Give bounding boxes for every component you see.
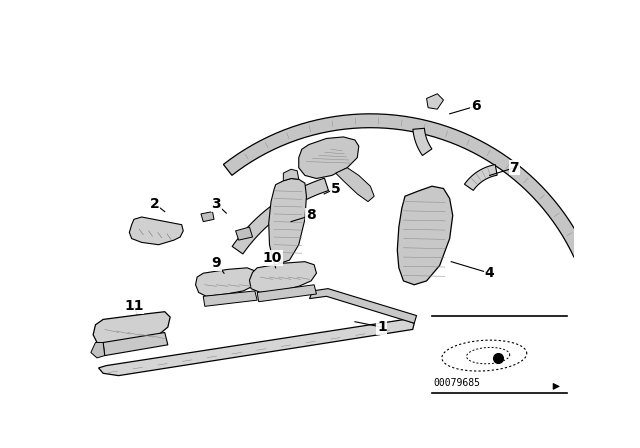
Polygon shape — [310, 289, 417, 323]
Polygon shape — [223, 114, 587, 258]
Polygon shape — [196, 268, 257, 296]
Polygon shape — [257, 285, 316, 302]
Text: 4: 4 — [485, 266, 495, 280]
Polygon shape — [232, 178, 328, 254]
Polygon shape — [427, 94, 444, 109]
Text: 10: 10 — [263, 251, 282, 265]
Polygon shape — [269, 178, 307, 263]
Polygon shape — [299, 137, 359, 178]
Text: 3: 3 — [212, 197, 221, 211]
Text: 5: 5 — [331, 181, 340, 195]
Text: 11: 11 — [124, 299, 144, 313]
Polygon shape — [129, 217, 183, 245]
Text: 00079685: 00079685 — [433, 379, 481, 388]
Text: 7: 7 — [509, 161, 519, 175]
Polygon shape — [103, 332, 168, 356]
Text: 8: 8 — [306, 208, 316, 223]
Polygon shape — [91, 343, 105, 358]
Polygon shape — [236, 227, 253, 240]
Polygon shape — [201, 211, 214, 222]
Polygon shape — [336, 168, 374, 202]
Polygon shape — [250, 262, 316, 293]
Text: 2: 2 — [150, 197, 159, 211]
Polygon shape — [413, 128, 432, 155]
Polygon shape — [465, 164, 497, 190]
Polygon shape — [93, 312, 170, 345]
Text: 1: 1 — [377, 320, 387, 334]
Polygon shape — [397, 186, 452, 285]
Text: 6: 6 — [471, 99, 481, 113]
Polygon shape — [204, 291, 257, 306]
Text: 9: 9 — [212, 256, 221, 270]
Polygon shape — [99, 319, 414, 375]
Polygon shape — [284, 169, 299, 181]
